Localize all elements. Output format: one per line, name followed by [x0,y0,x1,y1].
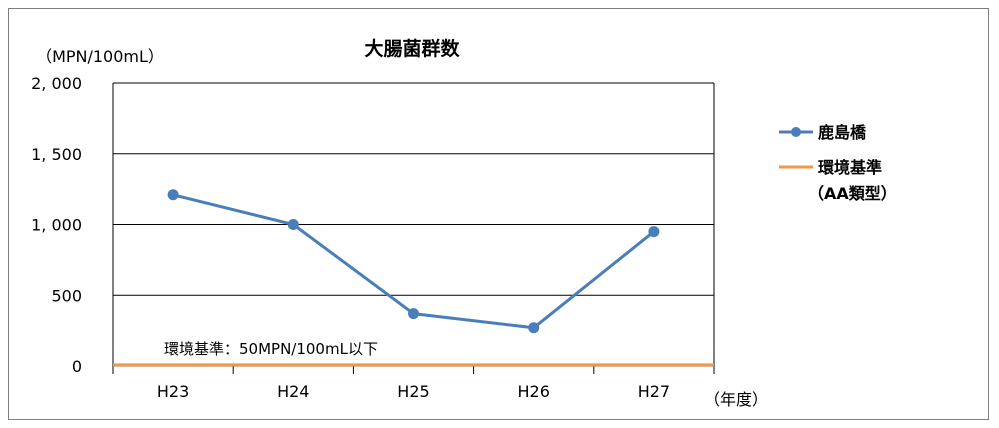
legend-label-standard: 環境基準 [818,158,882,177]
x-axis-label: （年度） [704,390,768,409]
standard-annotation: 環境基準：50MPN/100mL以下 [164,340,378,358]
y-tick-label: 500 [51,286,82,305]
series-line [172,193,655,330]
data-point [167,189,179,201]
data-point [648,226,660,238]
y-tick-label: 1, 500 [31,145,82,164]
x-tick-label: H25 [397,382,429,401]
data-point [287,219,299,230]
data-point [528,322,540,334]
legend-label-standard-type: （AA類型） [808,184,897,203]
data-point [408,308,419,320]
x-tick-label: H27 [638,382,670,401]
legend-label-kashimabashi: 鹿島橋 [818,123,867,142]
chart-frame [8,8,989,420]
y-tick-label: 2, 000 [31,74,82,93]
y-tick-label: 1, 000 [31,216,82,235]
y-axis-label: （MPN/100mL） [36,47,164,66]
x-tick-label: H23 [157,382,189,401]
x-tick-label: H26 [518,382,550,401]
x-tick-label: H24 [277,382,309,401]
legend: 鹿島橋 環境基準 （AA類型） [779,123,897,203]
legend-marker-kashimabashi [791,127,801,137]
y-tick-label: 0 [72,357,82,376]
chart-title: 大腸菌群数 [364,37,460,60]
